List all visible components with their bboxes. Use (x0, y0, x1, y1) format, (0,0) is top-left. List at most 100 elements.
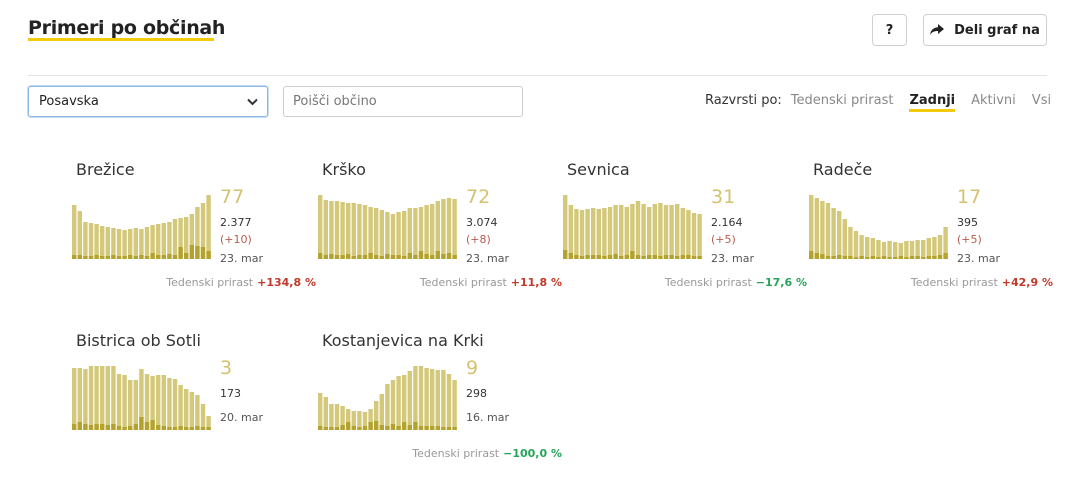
sort-option-latest[interactable]: Zadnji (909, 93, 956, 112)
bar (413, 208, 418, 259)
daily-delta: (+8) (466, 233, 491, 246)
bar (116, 229, 122, 259)
bar-recent (652, 255, 657, 259)
municipality-card[interactable]: Brežice 77 2.377 (+10) 23. mar Tedenski … (72, 160, 316, 310)
bar-recent (591, 255, 596, 259)
municipality-card[interactable]: Kostanjevica na Krki 9 298 16. mar Teden… (318, 331, 562, 481)
bar-recent (362, 426, 368, 430)
page-title: Primeri po občinah (28, 17, 226, 39)
bar-recent (635, 255, 641, 259)
sort-option-weekly-growth[interactable]: Tedenski prirast (790, 93, 894, 108)
bar-recent (898, 256, 903, 259)
bar (402, 375, 407, 430)
sort-label: Razvrsti po: (705, 93, 782, 108)
total-cases: 2.377 (220, 216, 252, 229)
bar (77, 368, 82, 430)
bar (591, 208, 596, 259)
municipality-card[interactable]: Radeče 17 395 (+5) 23. mar Tedenski prir… (809, 160, 1053, 310)
bar-recent (122, 427, 127, 430)
bar-recent (396, 255, 401, 259)
active-count: 77 (220, 186, 245, 208)
bar (105, 227, 110, 259)
bar-recent (904, 257, 909, 259)
bar-recent (943, 253, 948, 259)
bar-recent (607, 255, 613, 259)
chevron-down-icon (247, 98, 258, 106)
municipality-card[interactable]: Sevnica 31 2.164 (+5) 23. mar Tedenski p… (563, 160, 807, 310)
region-select-value: Posavska (39, 94, 99, 109)
total-cases: 298 (466, 387, 487, 400)
bar (83, 222, 88, 259)
bar (368, 207, 373, 259)
bar-recent (568, 253, 573, 259)
sort-option-all[interactable]: Vsi (1031, 93, 1052, 108)
bar (842, 219, 847, 259)
help-button[interactable]: ? (872, 14, 907, 46)
search-input[interactable]: Poišči občino (283, 86, 523, 117)
bar-recent (368, 253, 373, 259)
bar-recent (83, 256, 88, 259)
bar (613, 205, 618, 259)
bar (172, 379, 178, 430)
bar-recent (189, 427, 194, 430)
weekly-growth: Tedenski prirast +134,8 % (166, 276, 316, 289)
region-select[interactable]: Posavska (28, 86, 268, 117)
bar (172, 219, 178, 259)
bar (200, 203, 206, 259)
municipality-card[interactable]: Bistrica ob Sotli 3 173 20. mar (72, 331, 316, 481)
bar-recent (329, 427, 334, 430)
active-count: 3 (220, 357, 233, 379)
bar-recent (630, 251, 635, 259)
bar-recent (144, 422, 150, 430)
bar (435, 201, 440, 259)
bar-recent (937, 255, 943, 259)
bar (357, 204, 362, 259)
weekly-growth-label: Tedenski prirast (412, 447, 500, 460)
bar-recent (893, 257, 898, 259)
bar (167, 222, 172, 259)
bar-recent (323, 255, 328, 259)
bar (362, 205, 368, 259)
last-date: 23. mar (220, 252, 263, 265)
sort-option-active[interactable]: Aktivni (971, 93, 1016, 108)
bar (195, 395, 200, 430)
bar (937, 235, 943, 259)
bar-recent (379, 256, 384, 259)
bar-recent (413, 422, 418, 430)
weekly-growth: Tedenski prirast +11,8 % (420, 276, 562, 289)
municipality-card[interactable]: Krško 72 3.074 (+8) 23. mar Tedenski pri… (318, 160, 562, 310)
bar-recent (184, 427, 189, 430)
bar-recent (105, 256, 110, 259)
bar-recent (100, 424, 105, 430)
bar-recent (72, 424, 77, 430)
bar (402, 211, 407, 259)
bar (161, 375, 166, 430)
bar-recent (357, 427, 362, 430)
bar (635, 201, 641, 259)
bar-recent (870, 256, 875, 259)
share-button[interactable]: Deli graf na (923, 14, 1047, 46)
bar (340, 202, 345, 259)
bar-recent (876, 257, 881, 259)
bar (83, 369, 88, 430)
bar-recent (122, 256, 127, 259)
bar (351, 203, 356, 259)
bar (116, 374, 122, 430)
bar (430, 369, 435, 430)
bar-recent (909, 256, 915, 259)
bar-recent (686, 255, 691, 259)
bar-recent (669, 255, 674, 259)
bar (167, 378, 172, 430)
bar-recent (111, 255, 116, 259)
bar-recent (842, 256, 847, 259)
bar (122, 230, 127, 259)
bar (809, 195, 814, 259)
bar-recent (887, 257, 892, 259)
bar (563, 195, 568, 259)
bar-recent (206, 251, 211, 259)
bar-recent (88, 256, 94, 259)
bar (607, 207, 613, 259)
weekly-growth-label: Tedenski prirast (166, 276, 254, 289)
bar-recent (407, 425, 412, 430)
bar (686, 210, 691, 259)
